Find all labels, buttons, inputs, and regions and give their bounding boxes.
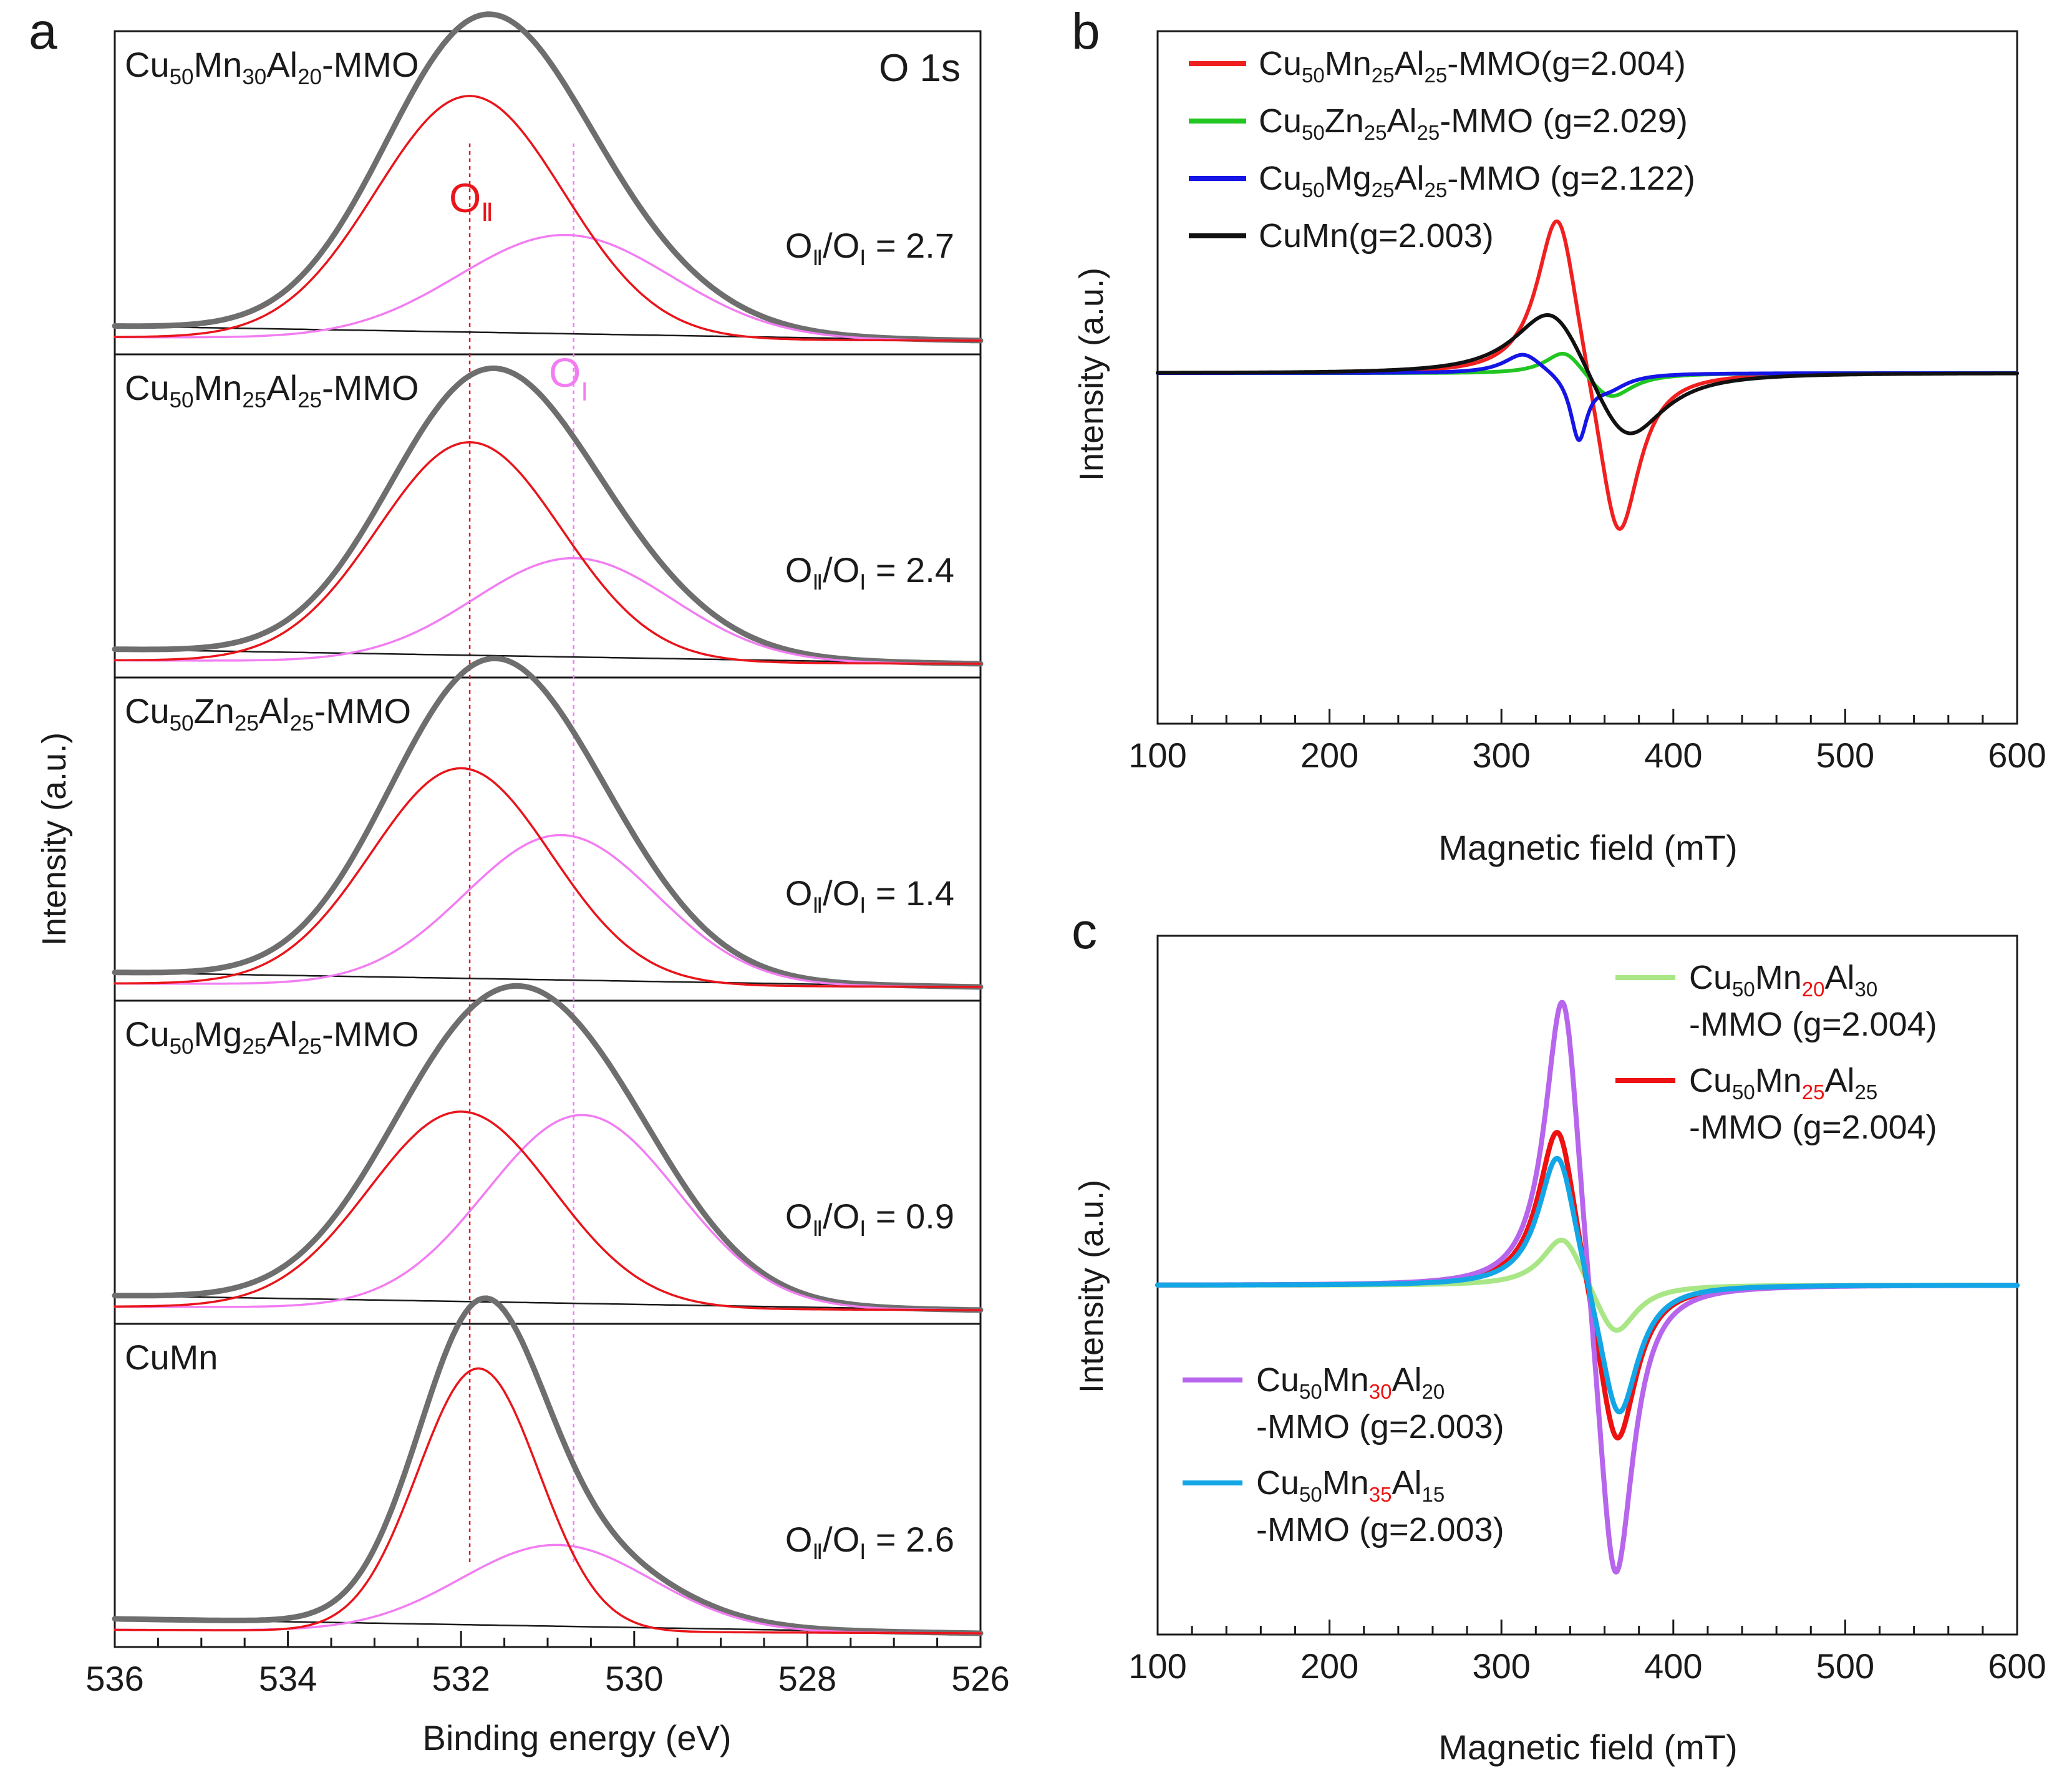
panel-a-xtick-label: 534 <box>259 1659 317 1698</box>
o1s-annotation: O 1s <box>879 47 961 90</box>
baseline-curve <box>114 648 982 665</box>
legend-c-label: Cu50Mn30Al20 <box>1256 1361 1445 1403</box>
o1-fit-curve <box>114 233 982 342</box>
panel-label-b: b <box>1072 3 1100 60</box>
panel-a-xtick-label: 532 <box>432 1659 490 1698</box>
o2-fit-curve <box>114 767 982 988</box>
panel-a-xps-o1s: O 1s Intensity (a.u.) Binding energy (eV… <box>36 11 1010 1757</box>
panel-c-xtick-label: 600 <box>1988 1646 2046 1686</box>
legend-c-label: Cu50Mn20Al30 <box>1689 959 1877 1001</box>
legend-b-label: Cu50Mg25Al25-MMO (g=2.122) <box>1259 160 1695 202</box>
o2-peak-label: OⅡ <box>449 175 493 226</box>
panel-b-xtick-label: 200 <box>1300 736 1358 775</box>
panel-b-xtick-label: 400 <box>1644 736 1702 775</box>
legend-c-label-line2: -MMO (g=2.004) <box>1689 1006 1937 1043</box>
legend-c-label-line2: -MMO (g=2.003) <box>1256 1408 1504 1445</box>
o1-peak-label: OⅠ <box>549 349 588 406</box>
baseline-curve <box>114 325 982 342</box>
panel-a-xtick-label: 536 <box>85 1659 143 1698</box>
panel-a-xlabel: Binding energy (eV) <box>423 1718 732 1757</box>
o2-fit-curve <box>114 441 982 665</box>
panel-c-ylabel: Intensity (a.u.) <box>1073 1180 1110 1393</box>
panel-label-c: c <box>1072 903 1097 960</box>
legend-b-label: Cu50Zn25Al25-MMO (g=2.029) <box>1259 102 1688 144</box>
panel-b-xtick-label: 500 <box>1816 736 1874 775</box>
o2-fit-curve <box>114 1110 982 1311</box>
baseline-curve <box>114 1295 982 1311</box>
legend-c-label: Cu50Mn25Al25 <box>1689 1062 1877 1104</box>
sample-label: Cu50Mg25Al25-MMO <box>125 1014 419 1059</box>
panel-c-xtick-label: 200 <box>1300 1646 1358 1686</box>
envelope-curve <box>112 1295 984 1636</box>
panel-b-xtick-label: 100 <box>1128 736 1186 775</box>
panel-a-xtick-label: 530 <box>605 1659 663 1698</box>
envelope-curve <box>112 365 984 667</box>
sample-label: Cu50Mn30Al20-MMO <box>125 45 419 89</box>
panel-c-xtick-label: 500 <box>1816 1646 1874 1686</box>
legend-b-label: CuMn(g=2.003) <box>1259 217 1494 255</box>
ratio-label: OⅡ/OⅠ = 2.6 <box>785 1520 954 1564</box>
panel-c-xtick-label: 400 <box>1644 1646 1702 1686</box>
panel-b-ylabel: Intensity (a.u.) <box>1073 268 1110 481</box>
panel-c-epr: Intensity (a.u.) Magnetic field (mT) 100… <box>1073 935 2046 1767</box>
o1-fit-curve <box>114 1114 982 1311</box>
o1-fit-curve <box>114 833 982 988</box>
panel-label-a: a <box>29 3 57 60</box>
legend-c-label-line2: -MMO (g=2.004) <box>1689 1109 1937 1146</box>
epr-curve-c-3 <box>1155 1155 2020 1415</box>
envelope-curve <box>112 11 984 344</box>
sample-label: CuMn <box>125 1338 218 1377</box>
o2-fit-curve <box>114 95 982 342</box>
panel-a-xtick-label: 526 <box>951 1659 1009 1698</box>
o1-fit-curve <box>114 556 982 665</box>
panel-c-xtick-label: 300 <box>1472 1646 1530 1686</box>
envelope-curve <box>112 655 984 990</box>
envelope-curve <box>112 983 984 1313</box>
panel-b-frame <box>1156 30 2018 725</box>
panel-b-xlabel: Magnetic field (mT) <box>1438 828 1737 867</box>
ratio-label: OⅡ/OⅠ = 2.7 <box>785 226 954 270</box>
panel-c-xtick-label: 100 <box>1128 1646 1186 1686</box>
ratio-label: OⅡ/OⅠ = 2.4 <box>785 550 954 595</box>
panel-b-epr: Intensity (a.u.) Magnetic field (mT) 100… <box>1073 30 2046 867</box>
panel-b-xtick-label: 600 <box>1988 736 2046 775</box>
ratio-label: OⅡ/OⅠ = 1.4 <box>785 873 954 918</box>
ratio-label: OⅡ/OⅠ = 0.9 <box>785 1197 954 1241</box>
o2-fit-curve <box>114 1367 982 1635</box>
panel-a-xtick-label: 528 <box>778 1659 836 1698</box>
sample-label: Cu50Zn25Al25-MMO <box>125 691 411 736</box>
legend-c-label-line2: -MMO (g=2.003) <box>1256 1511 1504 1548</box>
sample-label: Cu50Mn25Al25-MMO <box>125 368 419 412</box>
panel-b-xtick-label: 300 <box>1472 736 1530 775</box>
legend-b-label: Cu50Mn25Al25-MMO(g=2.004) <box>1259 45 1686 87</box>
legend-c-label: Cu50Mn35Al15 <box>1256 1464 1445 1506</box>
panel-a-ylabel: Intensity (a.u.) <box>36 732 73 946</box>
panel-c-xlabel: Magnetic field (mT) <box>1438 1727 1737 1767</box>
epr-curve-b-3 <box>1156 313 2019 435</box>
